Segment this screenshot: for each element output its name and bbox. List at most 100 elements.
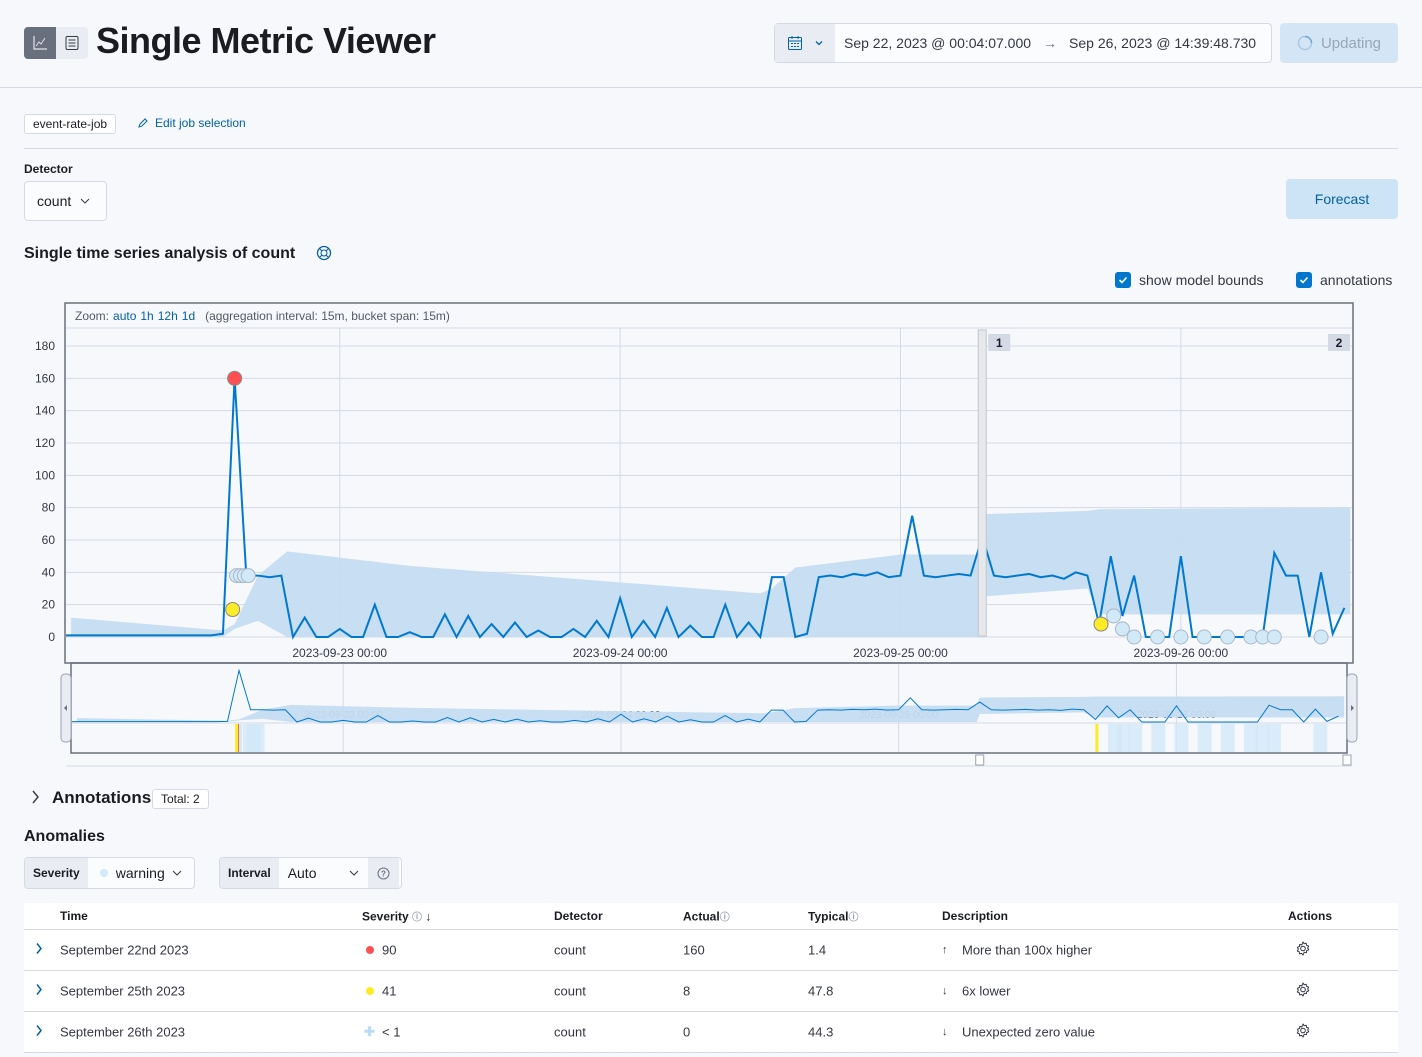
actions-button[interactable]	[1295, 982, 1311, 1001]
cell-description: 6x lower	[962, 983, 1011, 999]
swimlane-cell-low[interactable]	[1116, 724, 1131, 752]
col-time[interactable]: Time	[60, 909, 88, 923]
date-picker[interactable]: Sep 22, 2023 @ 00:04:07.000 → Sep 26, 20…	[774, 23, 1272, 63]
col-detector[interactable]: Detector	[554, 909, 603, 923]
expand-row-button[interactable]	[34, 1024, 44, 1041]
swimlane-cell-low[interactable]	[250, 724, 265, 752]
zoom-1h[interactable]: 1h	[140, 309, 154, 323]
actions-button[interactable]	[1295, 941, 1311, 960]
help-icon[interactable]	[316, 245, 332, 261]
swimlane-cell-warning[interactable]	[238, 724, 242, 752]
cell-actual: 8	[683, 983, 691, 999]
col-typical[interactable]: Typicalⓘ	[808, 909, 858, 924]
col-severity-label: Severity	[362, 909, 409, 924]
zoom-bar: Zoom: auto 1h 12h 1d (aggregation interv…	[75, 309, 450, 323]
cell-typical: 44.3	[808, 1024, 834, 1040]
anomaly-marker-critical[interactable]	[227, 370, 243, 386]
severity-cross-icon: ✚	[364, 1024, 375, 1039]
y-tick-label: 60	[42, 533, 56, 547]
swimlane-cell-low[interactable]	[1220, 724, 1235, 752]
col-severity[interactable]: Severity ⓘ ↓	[362, 909, 431, 924]
expand-row-button[interactable]	[34, 983, 44, 1000]
chevron-right-icon	[32, 790, 39, 804]
interval-filter[interactable]: Interval Auto ?	[219, 857, 402, 889]
page-header	[0, 0, 1422, 88]
anomaly-marker-low[interactable]	[240, 568, 256, 584]
edit-job-selection-link[interactable]: Edit job selection	[137, 116, 246, 130]
end-date[interactable]: Sep 26, 2023 @ 14:39:48.730	[1069, 35, 1257, 51]
x-tick-label: 2023-09-25 00:00	[853, 646, 948, 660]
anomaly-marker-low[interactable]	[1126, 629, 1142, 645]
zoom-auto[interactable]: auto	[113, 309, 137, 323]
annotations-checkbox[interactable]: annotations	[1296, 272, 1392, 288]
severity-dot-icon	[366, 946, 374, 954]
swimlane-cell-major[interactable]	[1095, 724, 1099, 752]
table-row: September 26th 2023 ✚ < 1 count 0 44.3 ↓ …	[24, 1012, 1398, 1053]
table-view-button[interactable]	[56, 27, 88, 59]
start-date[interactable]: Sep 22, 2023 @ 00:04:07.000	[844, 35, 1032, 51]
cell-time: September 22nd 2023	[60, 942, 189, 958]
cell-time: September 25th 2023	[60, 983, 186, 999]
annotation-label: 1	[996, 336, 1003, 350]
cell-severity: 41	[382, 983, 397, 999]
swimlane-cell-low[interactable]	[1313, 724, 1328, 752]
swimlane-cell-low[interactable]	[1243, 724, 1258, 752]
actions-button[interactable]	[1295, 1023, 1311, 1042]
actual-series-line	[66, 378, 1346, 640]
swimlane-cell-low[interactable]	[1128, 724, 1143, 752]
updating-button[interactable]: Updating	[1280, 23, 1398, 63]
swimlane-cell-major[interactable]	[235, 724, 239, 752]
annotations-title: Annotations	[52, 788, 152, 807]
annotation-context-marker[interactable]	[1342, 754, 1352, 766]
chevron-down-icon	[172, 870, 182, 876]
severity-filter[interactable]: Severity warning	[24, 857, 195, 889]
cell-typical: 1.4	[808, 942, 827, 958]
swimlane-cell-critical[interactable]	[237, 724, 241, 752]
cell-detector: count	[554, 1024, 586, 1040]
time-series-chart[interactable]: 0 20 40 60 80 100 120 140 160 180 2023-09-23 00:00…	[0, 0, 1422, 780]
zoom-12h[interactable]: 12h	[157, 309, 178, 323]
annotations-toggle[interactable]	[30, 788, 42, 811]
anomaly-marker-low[interactable]	[1114, 621, 1130, 637]
interval-help-button[interactable]: ?	[367, 858, 399, 888]
anomaly-marker-low[interactable]	[1220, 629, 1236, 645]
anomaly-marker-low[interactable]	[1173, 629, 1189, 645]
arrow-down-icon: ↓	[942, 1026, 948, 1038]
swimlane-cell-low[interactable]	[1267, 724, 1282, 752]
anomaly-marker-low[interactable]	[1266, 629, 1282, 645]
anomaly-marker-low[interactable]	[1149, 629, 1165, 645]
detector-select[interactable]: count	[24, 181, 107, 221]
expand-row-button[interactable]	[34, 942, 44, 959]
swimlane-cell-low[interactable]	[1255, 724, 1270, 752]
annotation-context-marker[interactable]	[975, 754, 985, 766]
swimlane-cell-low[interactable]	[1151, 724, 1166, 752]
annotation-marker[interactable]	[1328, 334, 1350, 351]
anomaly-marker-major[interactable]	[1093, 616, 1109, 632]
annotation-marker[interactable]	[988, 334, 1011, 351]
zoom-info: (aggregation interval: 15m, bucket span:…	[205, 309, 450, 323]
anomaly-marker-low[interactable]	[1106, 608, 1122, 624]
col-actual[interactable]: Actualⓘ	[683, 909, 730, 924]
table-icon	[65, 36, 79, 50]
chevron-right-icon	[36, 943, 42, 954]
annotation-range[interactable]	[977, 329, 987, 637]
anomalies-table: Time Severity ⓘ ↓ Detector Actualⓘ Typic…	[24, 903, 1398, 1053]
col-typical-label: Typical	[808, 909, 849, 924]
sort-down-icon: ↓	[425, 909, 432, 924]
table-row: September 22nd 2023 90 count 160 1.4 ↑ M…	[24, 930, 1398, 971]
zoom-1d[interactable]: 1d	[181, 309, 196, 323]
swimlane-cell-low[interactable]	[1174, 724, 1189, 752]
chart-view-button[interactable]	[24, 27, 56, 59]
annotations-label: annotations	[1320, 272, 1393, 288]
anomaly-marker-low[interactable]	[1313, 629, 1329, 645]
annotation-label: 2	[1336, 336, 1343, 350]
anomaly-marker-major[interactable]	[225, 602, 241, 618]
anomaly-marker-low[interactable]	[1196, 629, 1212, 645]
quick-menu-button[interactable]	[775, 24, 835, 62]
table-row: September 25th 2023 41 count 8 47.8 ↓ 6x…	[24, 971, 1398, 1012]
show-model-bounds-checkbox[interactable]: show model bounds	[1115, 272, 1264, 288]
swimlane-cell-low[interactable]	[1197, 724, 1212, 752]
forecast-button[interactable]: Forecast	[1286, 179, 1398, 219]
table-header: Time Severity ⓘ ↓ Detector Actualⓘ Typic…	[24, 903, 1398, 930]
model-bounds-area	[71, 507, 1351, 637]
